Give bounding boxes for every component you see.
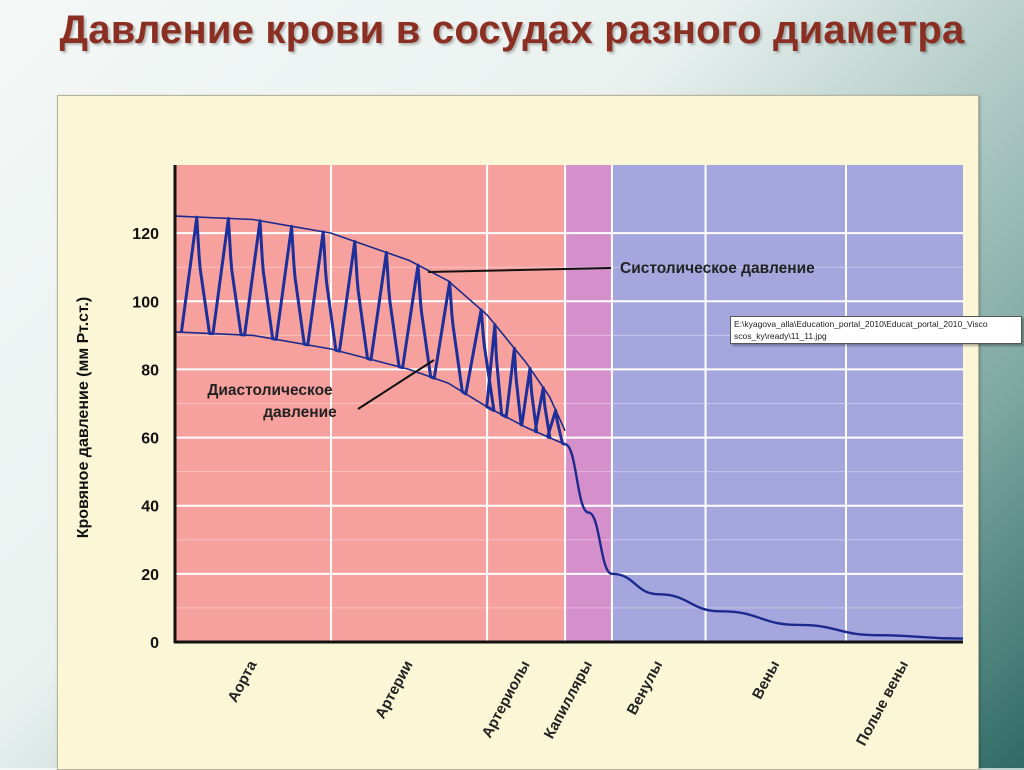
- annotations: Систолическое давление Диастолическое давл…: [207, 260, 815, 421]
- mean-pressure-line: [564, 443, 964, 640]
- y-tick-label: 100: [132, 294, 159, 311]
- x-label-3: Капилляры: [541, 658, 596, 742]
- grid-lines: [175, 165, 963, 642]
- x-label-5: Вены: [749, 658, 783, 702]
- band-6: [845, 165, 963, 642]
- pressure-envelope: [174, 215, 566, 446]
- chart-panel: 0 20 40 60 80 100 120 Аорта Артерии Артериолы Кап…: [57, 95, 979, 770]
- pulse-wave: [179, 215, 566, 446]
- vessel-bands: [175, 165, 963, 642]
- y-tick-label: 120: [132, 226, 159, 243]
- x-label-1: Артерии: [372, 658, 417, 722]
- blood-pressure-chart: 0 20 40 60 80 100 120 Аорта Артерии Артериолы Кап…: [75, 165, 964, 749]
- y-tick-labels: 0 20 40 60 80 100 120: [132, 226, 159, 652]
- systolic-annotation: Систолическое давление: [620, 260, 815, 277]
- diastolic-annotation-2: давление: [263, 404, 337, 421]
- tooltip-line-2: scos_ky\ready\11_11.jpg: [734, 331, 827, 341]
- y-tick-label: 20: [141, 567, 159, 584]
- diastolic-line: [174, 331, 566, 446]
- tooltip-line-1: E:\kyagova_alla\Education_portal_2010\Ed…: [734, 319, 988, 329]
- y-axis-label: Кровяное давление (мм Рт.ст.): [75, 297, 92, 539]
- diastolic-pointer: [357, 359, 435, 410]
- axes: [173, 165, 963, 644]
- systolic-line: [174, 215, 566, 432]
- band-1: [331, 165, 488, 642]
- x-category-labels: Аорта Артерии Артериолы Капилляры Венулы Вены…: [225, 657, 912, 748]
- y-tick-label: 60: [141, 431, 159, 448]
- x-label-0: Аорта: [225, 657, 261, 705]
- mean-line: [564, 443, 964, 640]
- pulse-waves: [179, 215, 566, 446]
- slide-title: Давление крови в сосудах разного диаметр…: [59, 8, 965, 52]
- x-label-2: Артериолы: [479, 658, 534, 741]
- x-label-4: Венулы: [624, 658, 667, 718]
- x-label-6: Полые вены: [853, 658, 912, 749]
- file-path-tooltip: E:\kyagova_alla\Education_portal_2010\Ed…: [730, 316, 1022, 344]
- band-4: [611, 165, 706, 642]
- y-tick-label: 80: [141, 362, 159, 379]
- y-tick-label: 0: [150, 635, 159, 652]
- y-tick-label: 40: [141, 499, 159, 516]
- band-0: [175, 165, 332, 642]
- diastolic-annotation-1: Диастолическое: [207, 382, 333, 399]
- band-5: [705, 165, 846, 642]
- systolic-pointer: [427, 267, 612, 273]
